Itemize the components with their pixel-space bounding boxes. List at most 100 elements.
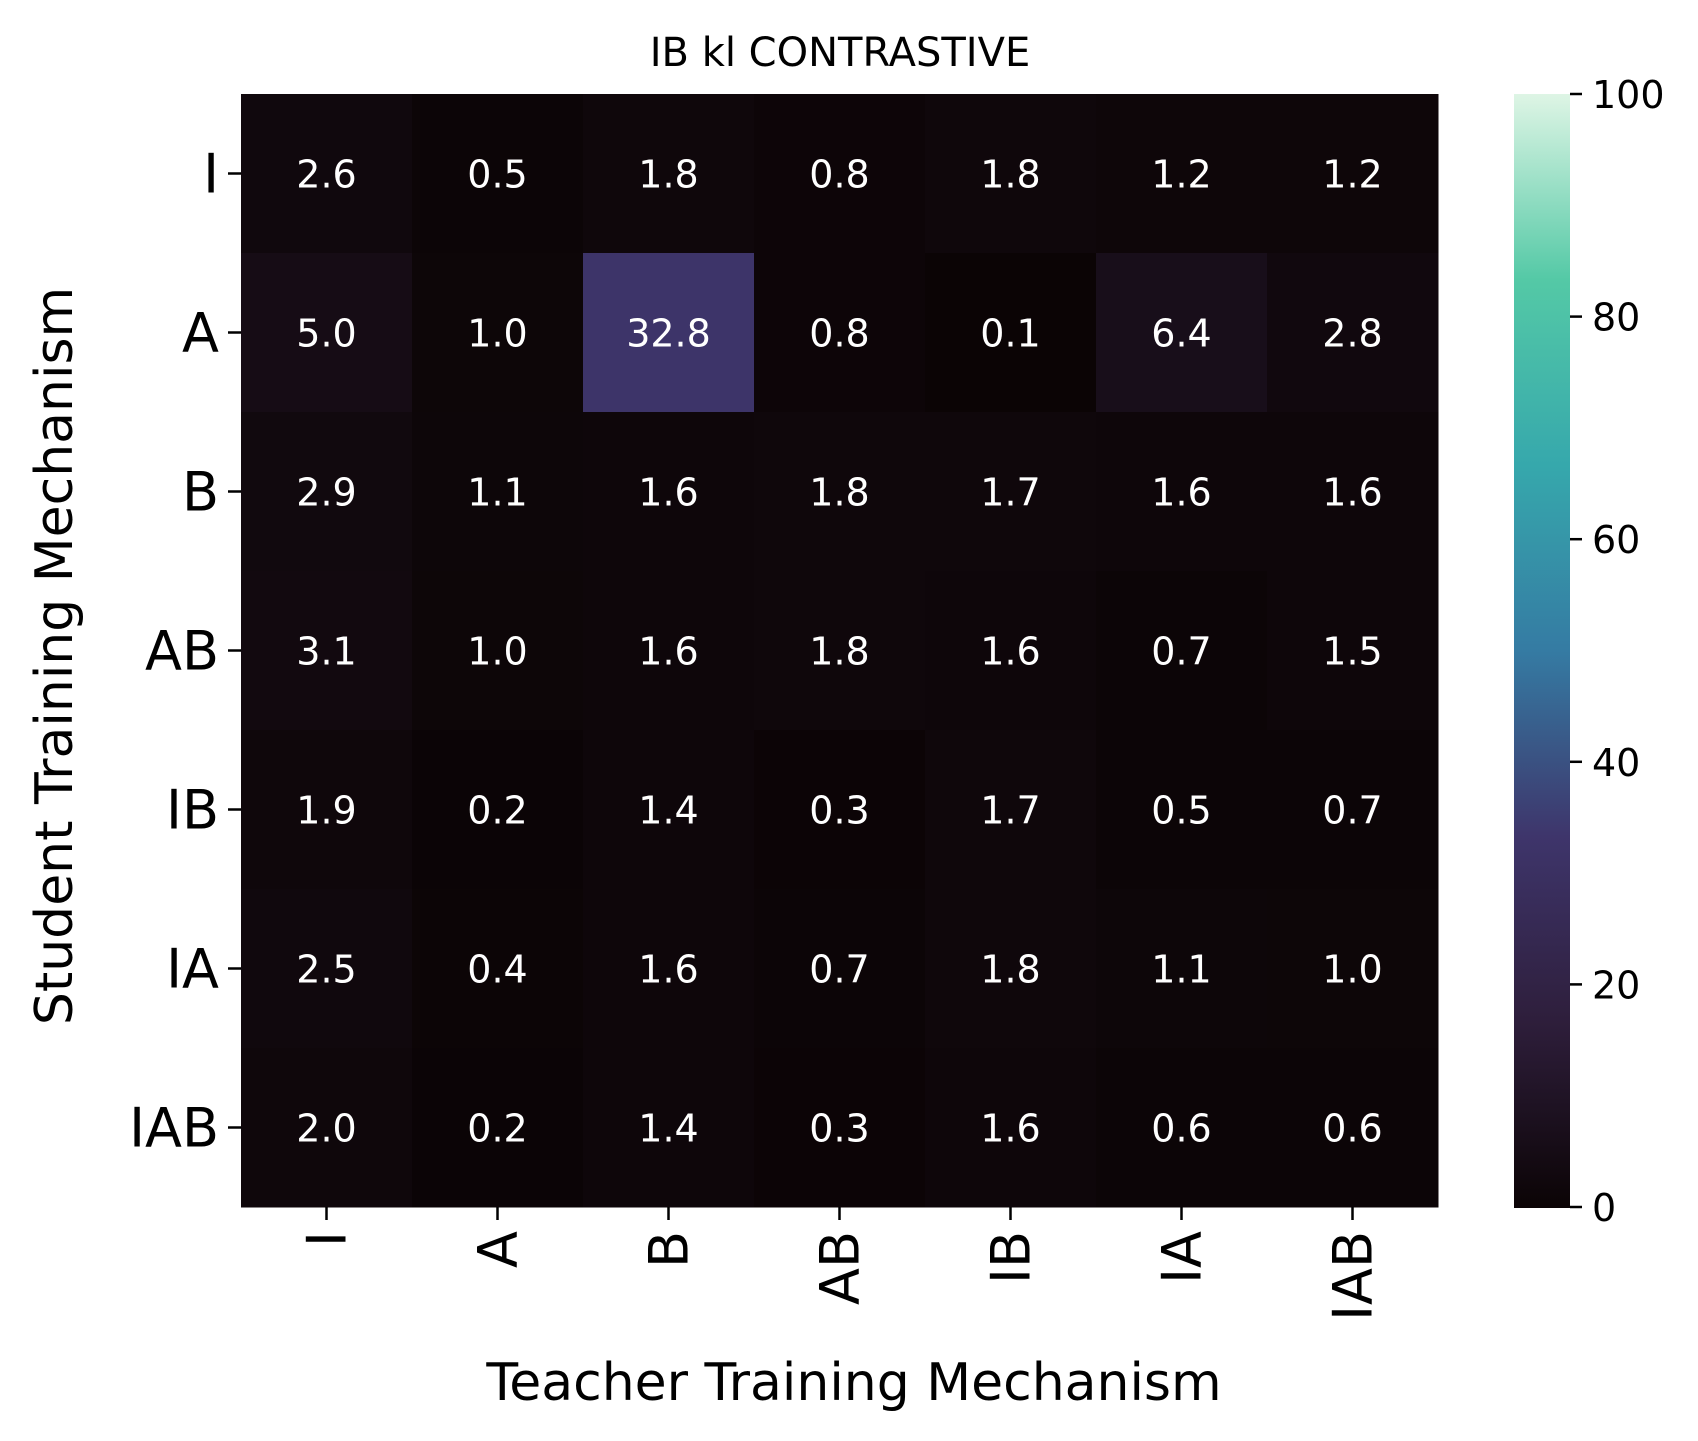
cell-value-label: 1.8 xyxy=(980,948,1040,992)
cell-value-label: 0.7 xyxy=(809,948,869,992)
heatmap-cell xyxy=(241,253,413,413)
chart-title: IB kl CONTRASTIVE xyxy=(650,30,1031,76)
heatmap-cell xyxy=(241,571,413,731)
heatmap-cell xyxy=(412,94,584,254)
cell-value-label: 1.6 xyxy=(980,1107,1040,1151)
heatmap-cell xyxy=(925,253,1097,413)
heatmap-cell xyxy=(1267,94,1439,254)
heatmap-cell xyxy=(412,253,584,413)
heatmap-cell xyxy=(412,730,584,890)
cell-value-label: 0.3 xyxy=(809,1107,869,1151)
cell-value-label: 0.5 xyxy=(467,153,527,197)
heatmap-cell xyxy=(241,1048,413,1208)
cell-value-label: 6.4 xyxy=(1151,312,1211,356)
heatmap-cell xyxy=(1267,571,1439,731)
x-tick-label: IA xyxy=(1151,1231,1214,1284)
cell-value-label: 1.0 xyxy=(467,630,527,674)
heatmap-cell xyxy=(1267,889,1439,1049)
heatmap-cell xyxy=(925,412,1097,572)
heatmap-cell xyxy=(925,889,1097,1049)
cell-value-label: 1.8 xyxy=(809,630,869,674)
heatmap-cell xyxy=(1096,253,1268,413)
heatmap-cell xyxy=(583,730,755,890)
cell-value-label: 0.2 xyxy=(467,1107,527,1151)
cell-value-label: 1.6 xyxy=(1322,471,1382,515)
y-tick-label: B xyxy=(182,461,219,524)
cell-value-label: 3.1 xyxy=(296,630,356,674)
colorbar-gradient xyxy=(1514,94,1570,1208)
cell-value-label: 2.8 xyxy=(1322,312,1382,356)
cell-value-label: 0.7 xyxy=(1322,789,1382,833)
colorbar-tick-label: 60 xyxy=(1592,518,1640,562)
cell-value-label: 0.5 xyxy=(1151,789,1211,833)
y-tick-label: IAB xyxy=(129,1097,219,1160)
heatmap-cell xyxy=(583,94,755,254)
cell-value-label: 1.7 xyxy=(980,789,1040,833)
heatmap-cell xyxy=(241,730,413,890)
heatmap-cell xyxy=(925,1048,1097,1208)
cell-value-label: 1.0 xyxy=(1322,948,1382,992)
x-tick-label: IB xyxy=(980,1231,1043,1284)
cell-value-label: 1.7 xyxy=(980,471,1040,515)
heatmap-cell xyxy=(1267,730,1439,890)
cell-value-label: 0.4 xyxy=(467,948,527,992)
heatmap-cell xyxy=(754,94,926,254)
heatmap-cell xyxy=(925,94,1097,254)
heatmap-cell xyxy=(754,253,926,413)
cell-value-label: 1.1 xyxy=(1151,948,1211,992)
y-tick-label: I xyxy=(203,143,219,206)
x-tick-label: AB xyxy=(809,1231,872,1305)
heatmap-cell xyxy=(583,253,755,413)
y-tick-label: AB xyxy=(145,620,219,683)
heatmap-cell xyxy=(1267,412,1439,572)
cell-value-label: 1.5 xyxy=(1322,630,1382,674)
heatmap-cell xyxy=(925,730,1097,890)
y-axis-label: Student Training Mechanism xyxy=(25,287,85,1025)
heatmap-cell xyxy=(583,571,755,731)
cell-value-label: 2.6 xyxy=(296,153,356,197)
colorbar-tick-label: 0 xyxy=(1592,1186,1616,1230)
cell-value-label: 1.8 xyxy=(809,471,869,515)
heatmap-cell xyxy=(1096,889,1268,1049)
heatmap-cell xyxy=(754,1048,926,1208)
heatmap-cell xyxy=(925,571,1097,731)
heatmap-cell xyxy=(241,94,413,254)
heatmap-cell xyxy=(1096,94,1268,254)
cell-value-label: 0.8 xyxy=(809,312,869,356)
heatmap-cell xyxy=(1267,253,1439,413)
heatmap-cell xyxy=(754,730,926,890)
cell-value-label: 1.6 xyxy=(1151,471,1211,515)
cell-value-label: 1.6 xyxy=(638,948,698,992)
cell-value-label: 5.0 xyxy=(296,312,356,356)
heatmap-cell xyxy=(412,571,584,731)
colorbar-tick-label: 40 xyxy=(1592,741,1640,785)
heatmap-cell xyxy=(1267,1048,1439,1208)
heatmap-cell xyxy=(412,1048,584,1208)
x-tick-label: B xyxy=(638,1231,701,1268)
y-tick-label: IA xyxy=(166,938,219,1001)
cell-value-label: 2.5 xyxy=(296,948,356,992)
cell-value-label: 1.9 xyxy=(296,789,356,833)
heatmap-cell xyxy=(1096,571,1268,731)
cell-value-label: 0.2 xyxy=(467,789,527,833)
y-tick-label: A xyxy=(182,302,219,365)
x-axis: I A B AB IB IA IAB xyxy=(296,1207,1385,1321)
cell-value-label: 1.4 xyxy=(638,789,698,833)
heatmap-cell xyxy=(412,889,584,1049)
x-tick-label: A xyxy=(467,1231,530,1268)
heatmap-cell xyxy=(1096,730,1268,890)
cell-value-label: 0.1 xyxy=(980,312,1040,356)
heatmap-cell xyxy=(241,412,413,572)
cell-value-label: 0.3 xyxy=(809,789,869,833)
heatmap-cells xyxy=(241,94,1439,1208)
cell-value-label: 0.6 xyxy=(1322,1107,1382,1151)
x-tick-label: I xyxy=(296,1231,359,1247)
x-tick-label: IAB xyxy=(1322,1231,1385,1321)
cell-value-label: 32.8 xyxy=(626,312,711,356)
colorbar: 0 20 40 60 80 100 xyxy=(1514,73,1665,1230)
cell-annotations: 2.6 0.5 1.8 0.8 1.8 1.2 1.2 5.0 1.0 32.8 0.8 0.1 6.4… xyxy=(296,153,1382,1151)
cell-value-label: 1.8 xyxy=(638,153,698,197)
cell-value-label: 1.4 xyxy=(638,1107,698,1151)
